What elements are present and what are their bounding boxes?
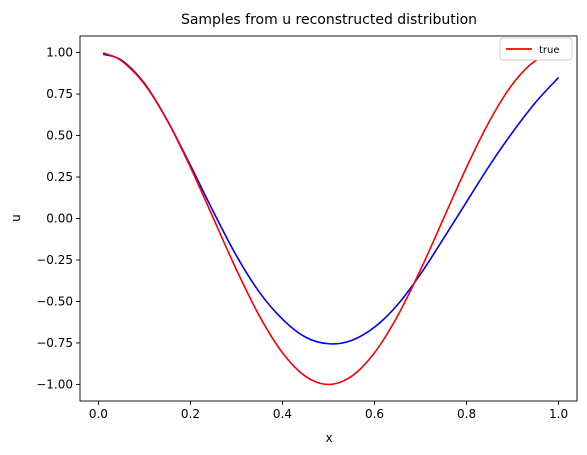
y-tick-label: 0.25 [46, 170, 73, 184]
x-tick-label: 0.4 [273, 407, 292, 421]
x-axis-label: x [325, 431, 332, 445]
x-tick-label: 0.6 [365, 407, 384, 421]
legend-entry: true [539, 45, 560, 56]
y-tick-label: −0.50 [36, 294, 73, 308]
y-tick-label: −1.00 [36, 377, 73, 391]
x-tick-label: 0.8 [457, 407, 476, 421]
y-axis-label: u [9, 214, 23, 222]
x-tick-label: 1.0 [549, 407, 568, 421]
y-tick-label: −0.75 [36, 336, 73, 350]
x-tick-label: 0.0 [89, 407, 108, 421]
y-tick-label: 1.00 [46, 46, 73, 60]
legend-box [499, 37, 573, 61]
plot-area: 0.0 0.2 0.4 0.6 0.8 1.0 −1.00 −0.75 −0.50 −0.25 0.… [36, 35, 578, 421]
series-line-true [102, 51, 559, 386]
y-tick-label: 0.50 [46, 129, 73, 143]
y-tick-label: −0.25 [36, 253, 73, 267]
x-tick-label: 0.2 [181, 407, 200, 421]
y-tick-label: 0.00 [46, 212, 73, 226]
y-tick-label: 0.75 [46, 87, 73, 101]
chart-title: Samples from u reconstructed distributio… [181, 12, 477, 28]
